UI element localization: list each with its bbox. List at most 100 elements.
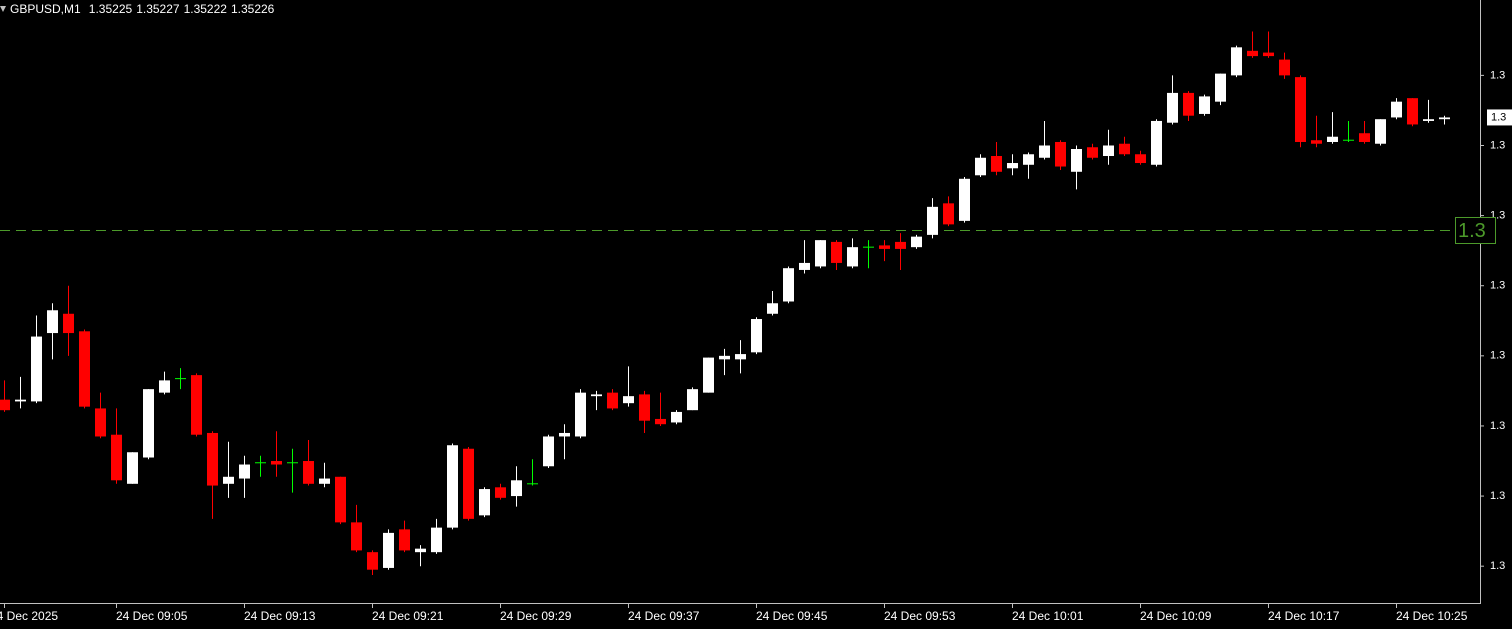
- candle-body: [655, 418, 666, 425]
- candle-body: [303, 461, 314, 484]
- candle-body: [1407, 98, 1418, 125]
- candle-body: [351, 522, 362, 551]
- header-open: 1.35225: [89, 2, 133, 16]
- candles: [0, 31, 1455, 575]
- candle-body: [319, 478, 330, 484]
- header-close: 1.35226: [231, 2, 275, 16]
- candle-body: [1215, 73, 1226, 102]
- candle-body: [1007, 163, 1018, 169]
- x-tick-label: 24 Dec 09:13: [244, 609, 316, 623]
- candle-body: [223, 476, 234, 484]
- y-tick-label: 1.3: [1490, 420, 1505, 432]
- candle-body: [1295, 77, 1306, 142]
- candle-body: [815, 240, 826, 267]
- candle-body: [495, 487, 506, 498]
- candle-body: [1263, 52, 1274, 57]
- candle-body: [1311, 140, 1322, 144]
- candle-body: [463, 448, 474, 519]
- candle-body: [1023, 154, 1034, 165]
- x-tick-label: 24 Dec 2025: [0, 609, 58, 623]
- candle-body: [143, 389, 154, 458]
- candle-body: [383, 532, 394, 568]
- header-high: 1.35227: [136, 2, 180, 16]
- candle-body: [159, 380, 170, 393]
- candle-body: [1327, 136, 1338, 142]
- axes: 1.3 1.3 1.3 1.3 1.3 1.3 1.3 1.3 24 Dec 2025 24 De…: [0, 69, 1512, 623]
- y-tick-label: 1.3: [1490, 69, 1505, 81]
- candle-body: [1423, 119, 1434, 121]
- x-tick-label: 24 Dec 09:45: [756, 609, 828, 623]
- candle-body: [239, 464, 250, 479]
- x-tick-label: 24 Dec 10:25: [1396, 609, 1468, 623]
- candle-body: [735, 354, 746, 360]
- candle-body: [639, 394, 650, 421]
- candle-body: [1247, 50, 1258, 57]
- x-tick-label: 24 Dec 09:53: [884, 609, 956, 623]
- candle-body: [591, 394, 602, 397]
- candle-body: [479, 489, 490, 516]
- candle-body: [1375, 119, 1386, 144]
- candle-body: [991, 156, 1002, 172]
- candle-body: [1071, 148, 1082, 172]
- symbol: GBPUSD,M1: [10, 2, 81, 16]
- candle-body: [575, 392, 586, 437]
- candle-body: [1167, 92, 1178, 123]
- candle-body: [543, 436, 554, 467]
- candle-body: [1359, 133, 1370, 142]
- candle-body: [687, 389, 698, 411]
- header: GBPUSD,M1 1.35225 1.35227 1.35222 1.35226: [10, 2, 275, 16]
- candle-body: [607, 392, 618, 409]
- candle-body: [63, 313, 74, 334]
- candle-body: [831, 241, 842, 263]
- candle-body: [783, 268, 794, 302]
- x-tick-label: 24 Dec 09:37: [628, 609, 700, 623]
- candle-body: [879, 245, 890, 249]
- candle-body: [1231, 47, 1242, 76]
- candle-body: [559, 432, 570, 437]
- candle-body: [1151, 120, 1162, 165]
- y-tick-label: 1.3: [1490, 490, 1505, 502]
- level-box: [1455, 217, 1496, 244]
- candle-body: [767, 303, 778, 314]
- price-marker-box: [1487, 109, 1512, 126]
- x-tick-label: 24 Dec 10:01: [1012, 609, 1084, 623]
- candle-body: [847, 247, 858, 267]
- candle-body: [431, 527, 442, 553]
- y-tick-label: 1.3: [1490, 139, 1505, 151]
- candle-body: [111, 434, 122, 481]
- candle-body: [1199, 96, 1210, 114]
- candle-body: [0, 399, 10, 411]
- candle-body: [335, 476, 346, 523]
- candle-body: [1391, 101, 1402, 118]
- candle-body: [511, 480, 522, 497]
- header-icon: [0, 6, 6, 12]
- header-text: GBPUSD,M1 1.35225 1.35227 1.35222 1.35226: [10, 2, 275, 16]
- candle-body: [623, 396, 634, 404]
- y-tick-label: 1.3: [1490, 560, 1505, 572]
- candle-body: [1055, 141, 1066, 167]
- candle-body: [1039, 145, 1050, 158]
- candle-body: [1103, 145, 1114, 157]
- candle-body: [1183, 92, 1194, 116]
- candle-body: [47, 310, 58, 334]
- header-low: 1.35222: [184, 2, 228, 16]
- x-tick-label: 24 Dec 10:17: [1268, 609, 1340, 623]
- candle-body: [1119, 143, 1130, 155]
- candle-body: [15, 399, 26, 402]
- level-label: 1.3: [1458, 220, 1486, 242]
- x-tick-label: 24 Dec 09:21: [372, 609, 444, 623]
- candle-body: [95, 408, 106, 437]
- candle-body: [79, 331, 90, 407]
- candle-body: [367, 552, 378, 570]
- candle-body: [671, 411, 682, 423]
- price-marker-label: 1.3: [1491, 111, 1506, 123]
- candle-body: [1279, 59, 1290, 76]
- candle-body: [415, 548, 426, 553]
- candle-body: [927, 206, 938, 235]
- candle-body: [911, 236, 922, 248]
- candle-body: [399, 529, 410, 551]
